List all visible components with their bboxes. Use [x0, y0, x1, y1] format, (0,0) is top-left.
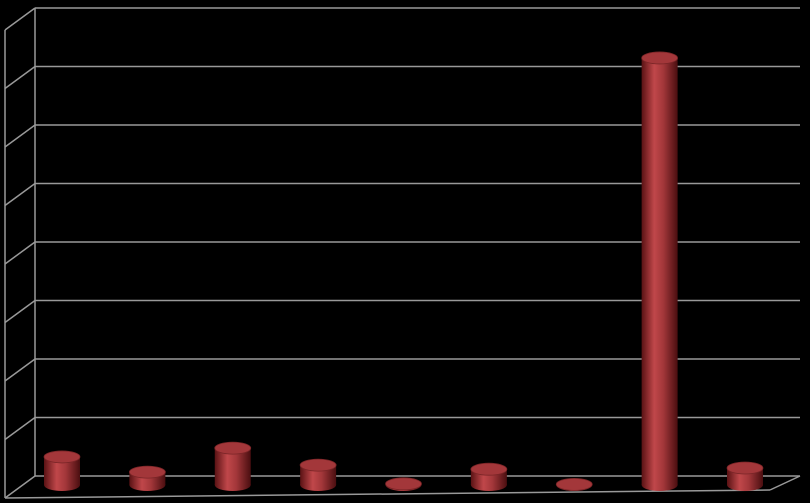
grid-line-wall	[4, 358, 36, 382]
floor-right-edge	[769, 475, 801, 491]
grid-line-wall	[4, 182, 36, 207]
grid-line-wall	[4, 7, 36, 31]
bar-top	[555, 478, 593, 491]
grid-line-wall	[4, 299, 36, 324]
bar-top	[385, 477, 422, 491]
bar-top	[470, 462, 508, 476]
bar-top	[641, 51, 679, 65]
grid-line-wall	[4, 65, 36, 90]
bar-top	[726, 461, 764, 475]
grid-line-wall	[4, 124, 36, 148]
bar-top	[214, 441, 252, 455]
bar-top	[128, 465, 166, 479]
bar	[641, 57, 678, 485]
grid-line-wall	[4, 475, 36, 499]
grid-line-wall	[4, 241, 36, 265]
bar-top	[299, 458, 337, 472]
bar-top	[43, 450, 81, 464]
grid-line-wall	[4, 416, 36, 441]
floor-front-edge	[4, 489, 771, 499]
